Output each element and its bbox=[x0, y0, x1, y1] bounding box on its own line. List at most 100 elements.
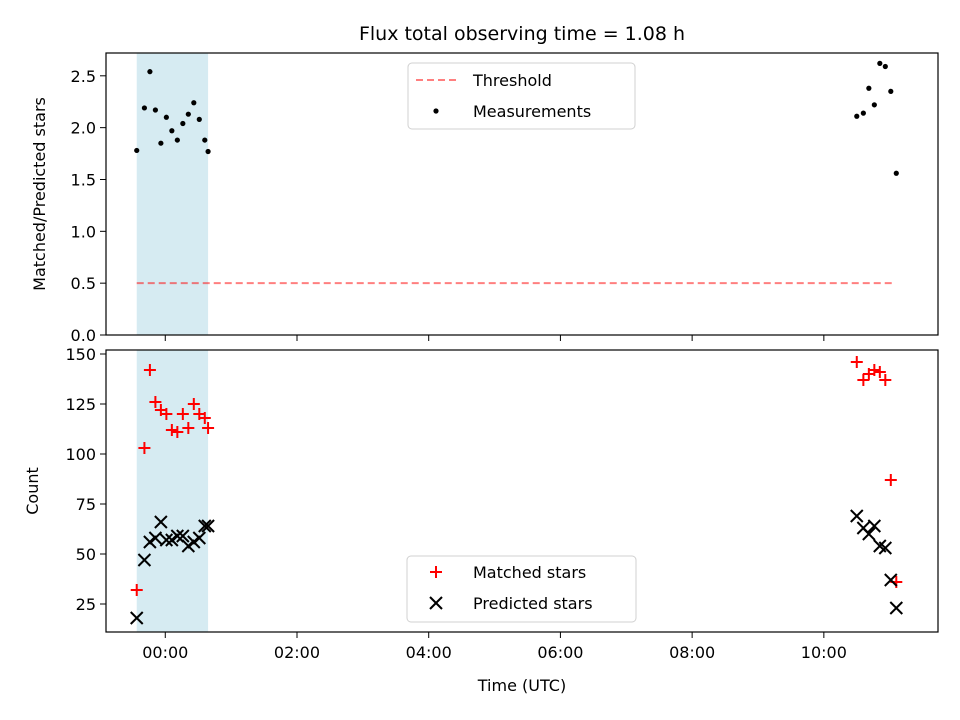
y-tick-label: 125 bbox=[65, 395, 96, 414]
chart-title: Flux total observing time = 1.08 h bbox=[359, 23, 685, 45]
predicted-star-marker bbox=[884, 573, 898, 587]
predicted-star-marker bbox=[130, 611, 144, 625]
matched-star-marker bbox=[868, 364, 881, 376]
predicted-star-marker bbox=[159, 533, 174, 547]
measurement-point bbox=[163, 114, 169, 120]
measurement-point bbox=[185, 111, 191, 117]
top-legend: Threshold Measurements bbox=[407, 62, 636, 130]
measurement-point bbox=[888, 88, 894, 94]
x-tick-label: 00:00 bbox=[142, 643, 188, 662]
y-tick-label: 50 bbox=[76, 545, 96, 564]
predicted-star-marker bbox=[192, 531, 207, 545]
bottom-y-axis-label: Count bbox=[23, 467, 42, 515]
predicted-star-marker bbox=[148, 531, 163, 545]
matched-star-marker bbox=[176, 408, 189, 420]
legend-threshold-label: Threshold bbox=[472, 71, 552, 90]
legend-measurements-swatch bbox=[433, 108, 439, 114]
legend-matched-swatch bbox=[430, 566, 442, 578]
measurement-point bbox=[871, 102, 877, 108]
measurement-point bbox=[196, 116, 202, 122]
y-tick-label: 2.5 bbox=[71, 67, 96, 86]
bottom-plot-frame bbox=[105, 349, 939, 633]
y-tick-label: 0.0 bbox=[71, 326, 96, 345]
predicted-star-marker bbox=[878, 541, 893, 555]
x-tick-label: 06:00 bbox=[537, 643, 583, 662]
predicted-star-marker bbox=[867, 519, 882, 533]
x-tick-label: 02:00 bbox=[274, 643, 320, 662]
matched-star-marker bbox=[143, 364, 156, 376]
top-observing-window bbox=[136, 53, 209, 335]
predicted-star-marker bbox=[850, 509, 864, 523]
measurement-point bbox=[860, 110, 866, 116]
measurement-point bbox=[147, 69, 153, 75]
matched-star-marker bbox=[182, 422, 195, 434]
x-axis-label: Time (UTC) bbox=[477, 676, 566, 695]
matched-star-marker bbox=[198, 412, 211, 424]
y-tick-label: 150 bbox=[65, 345, 96, 364]
bottom-panel: 25 50 75 100 125 150 00:00 02:00 04:00 06:00 08:0… bbox=[23, 345, 939, 695]
matched-star-marker bbox=[873, 366, 886, 378]
measurement-point bbox=[134, 147, 140, 154]
measurement-point bbox=[202, 137, 208, 143]
matched-star-marker bbox=[149, 396, 162, 408]
predicted-star-marker bbox=[176, 529, 190, 543]
legend-matched-label: Matched stars bbox=[473, 563, 586, 582]
legend-predicted-swatch bbox=[429, 596, 443, 610]
x-tick-label: 08:00 bbox=[669, 643, 715, 662]
top-panel: 0.0 0.5 1.0 1.5 2.0 2.5 Matched/Predicted sta… bbox=[30, 52, 939, 345]
measurement-point bbox=[158, 140, 164, 146]
matched-star-marker bbox=[857, 374, 870, 386]
measurement-point bbox=[169, 128, 175, 134]
y-tick-label: 2.0 bbox=[71, 119, 96, 138]
y-tick-label: 100 bbox=[65, 445, 96, 464]
y-tick-label: 25 bbox=[76, 595, 96, 614]
matched-star-marker bbox=[884, 474, 897, 486]
matched-star-marker bbox=[171, 426, 184, 438]
x-tick-label: 10:00 bbox=[801, 643, 847, 662]
measurement-point bbox=[180, 120, 186, 127]
y-tick-label: 75 bbox=[76, 495, 96, 514]
matched-star-marker bbox=[879, 374, 892, 386]
matched-star-marker bbox=[165, 424, 178, 436]
top-plot-frame bbox=[105, 52, 939, 336]
predicted-star-marker bbox=[201, 519, 215, 533]
measurement-point bbox=[854, 113, 860, 119]
top-legend-box bbox=[407, 62, 636, 130]
measurement-point bbox=[882, 63, 888, 70]
matched-star-marker bbox=[160, 408, 173, 420]
matched-star-marker bbox=[850, 356, 863, 368]
predicted-star-marker bbox=[137, 553, 152, 567]
predicted-star-marker bbox=[198, 519, 212, 533]
predicted-star-marker bbox=[154, 515, 168, 529]
measurement-point bbox=[141, 105, 148, 111]
predicted-star-marker bbox=[181, 539, 196, 553]
matched-star-marker bbox=[138, 442, 151, 454]
measurement-point bbox=[866, 85, 872, 91]
y-tick-label: 1.5 bbox=[71, 170, 96, 189]
measurement-point bbox=[893, 170, 899, 176]
legend-measurements-label: Measurements bbox=[473, 102, 591, 121]
predicted-star-marker bbox=[187, 535, 201, 549]
measurement-point bbox=[877, 60, 883, 66]
matched-star-marker bbox=[187, 398, 200, 410]
bottom-legend-box bbox=[406, 555, 637, 623]
predicted-star-marker bbox=[143, 535, 157, 549]
y-tick-label: 1.0 bbox=[71, 222, 96, 241]
top-y-axis-label: Matched/Predicted stars bbox=[30, 97, 49, 291]
x-tick-label: 04:00 bbox=[406, 643, 452, 662]
predicted-star-marker bbox=[889, 601, 903, 615]
matched-star-marker bbox=[130, 584, 143, 596]
measurement-point bbox=[191, 100, 197, 106]
measurement-point bbox=[205, 148, 211, 155]
measurement-point bbox=[174, 137, 180, 143]
predicted-star-marker bbox=[170, 529, 185, 543]
predicted-star-marker bbox=[165, 533, 179, 547]
measurement-point bbox=[152, 107, 158, 113]
y-tick-label: 0.5 bbox=[71, 274, 96, 293]
bottom-legend: Matched stars Predicted stars bbox=[406, 555, 637, 623]
predicted-star-marker bbox=[862, 527, 876, 541]
matched-star-marker bbox=[202, 422, 215, 434]
legend-predicted-label: Predicted stars bbox=[473, 594, 593, 613]
bottom-observing-window bbox=[136, 350, 209, 632]
